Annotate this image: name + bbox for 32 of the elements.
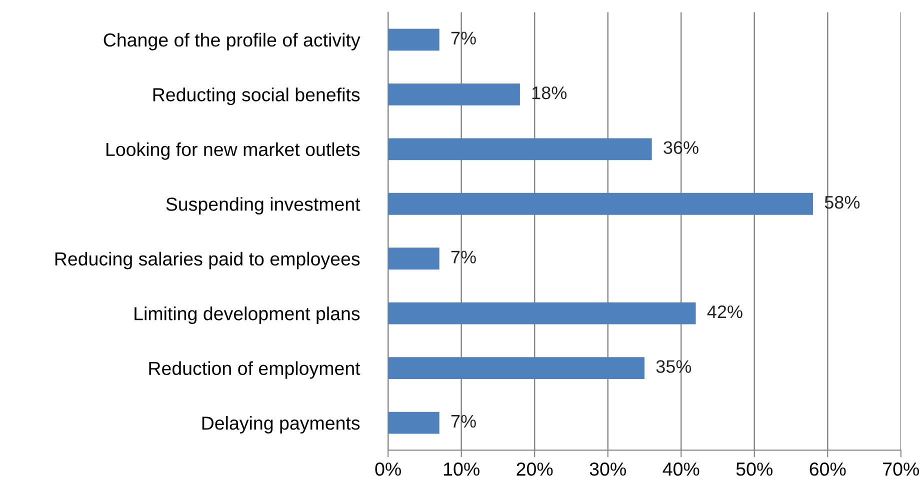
data-label: 18%: [532, 86, 567, 100]
y-tick-label: Suspending investment: [166, 197, 360, 215]
y-tick-label: Limiting development plans: [134, 306, 360, 324]
data-label: 7%: [451, 250, 476, 264]
x-tick-label: 0%: [375, 462, 401, 476]
data-label: 58%: [824, 196, 860, 209]
x-tick-label: 70%: [883, 462, 919, 476]
data-label: 7%: [451, 32, 476, 44]
bar: [388, 302, 696, 324]
bar: [388, 28, 440, 51]
bar: [388, 83, 520, 106]
data-label: 35%: [656, 360, 692, 373]
data-label: 36%: [664, 141, 698, 154]
bar: [388, 138, 652, 160]
y-tick-label: Looking for new market outlets: [106, 142, 360, 160]
x-tick-label: 20%: [516, 462, 553, 476]
y-tick-label: Reducting social benefits: [153, 88, 360, 106]
x-tick-label: 10%: [444, 462, 480, 476]
x-tick-label: 40%: [662, 462, 700, 476]
bar: [388, 192, 813, 215]
bar: [388, 248, 440, 270]
data-label: 7%: [451, 414, 476, 428]
y-tick-label: Reducing salaries paid to employees: [55, 252, 360, 270]
bar: [388, 357, 644, 380]
x-tick-label: 50%: [736, 462, 772, 476]
data-label: 42%: [707, 305, 742, 318]
bar: [388, 412, 440, 434]
x-tick-label: 30%: [590, 462, 626, 476]
y-tick-label: Delaying payments: [202, 416, 360, 434]
y-tick-label: Change of the profile of activity: [104, 32, 360, 50]
y-tick-label: Reduction of employment: [149, 361, 360, 379]
x-tick-label: 60%: [810, 462, 846, 476]
